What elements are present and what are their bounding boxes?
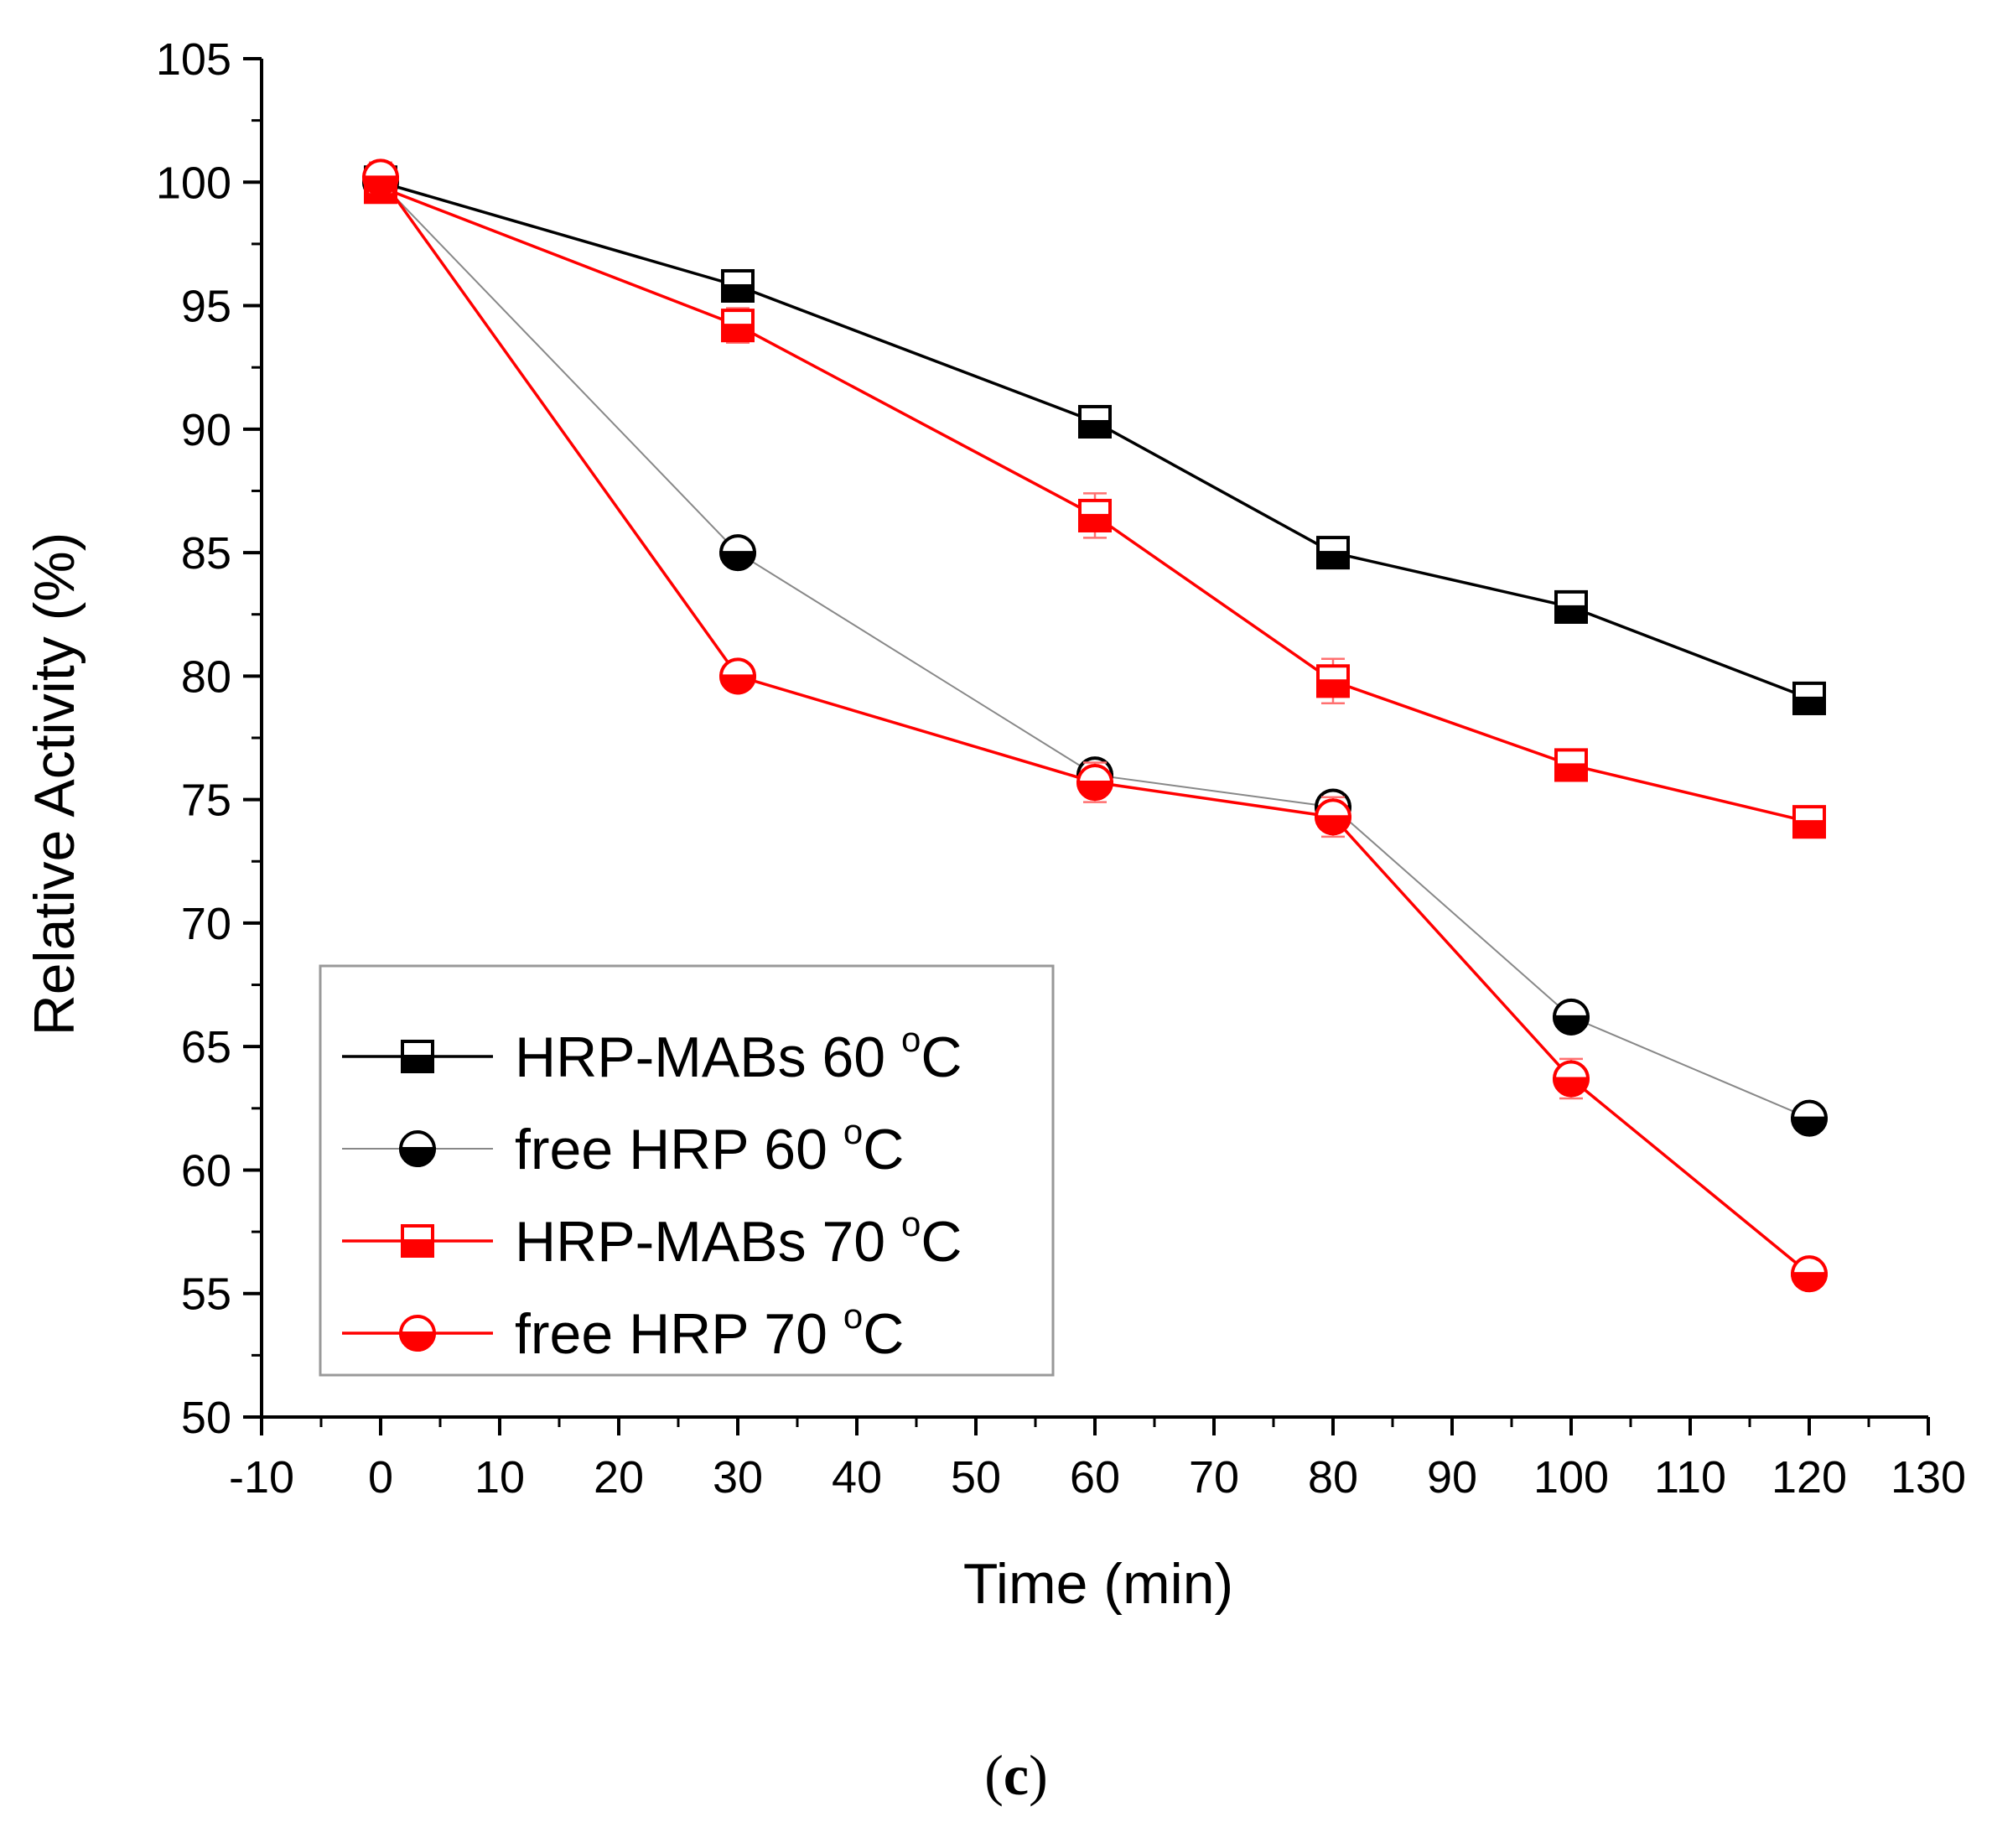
data-point xyxy=(721,268,755,303)
legend-entry: free HRP 70 oC xyxy=(342,1296,904,1366)
data-point xyxy=(721,309,755,343)
y-tick-label: 75 xyxy=(181,776,231,826)
legend-entry: HRP-MABs 60 oC xyxy=(342,1020,962,1089)
legend: HRP-MABs 60 oC free HRP 60 oC HRP-MABs 70 … xyxy=(319,964,1055,1377)
series-2 xyxy=(364,170,1826,839)
x-tick-label: 110 xyxy=(1654,1452,1726,1503)
x-tick-label: -10 xyxy=(229,1452,294,1503)
x-tick-label: 100 xyxy=(1533,1452,1609,1503)
legend-box xyxy=(319,964,1055,1377)
data-point xyxy=(1552,1060,1590,1098)
panel-label: (c) xyxy=(984,1743,1048,1807)
y-tick-label: 80 xyxy=(181,651,231,702)
y-tick-label: 70 xyxy=(181,899,231,949)
data-point xyxy=(1792,805,1826,839)
data-point xyxy=(1554,589,1588,624)
legend-marker xyxy=(401,1040,434,1073)
data-point xyxy=(1316,536,1350,570)
x-tick-label: 50 xyxy=(951,1452,1001,1503)
x-tick-label: 130 xyxy=(1891,1452,1966,1503)
legend-label: free HRP 60 oC xyxy=(515,1112,904,1181)
axes: -10 0 10 20 30 40 50 60 70 80 90 100 110 120 130 50 55 60… xyxy=(156,34,1966,1503)
x-tick-label: 90 xyxy=(1427,1452,1477,1503)
legend-entry: free HRP 60 oC xyxy=(342,1112,904,1181)
legend-marker xyxy=(401,1224,434,1258)
data-point xyxy=(1078,498,1112,532)
y-axis-title: Relative Activity (%) xyxy=(23,532,86,1036)
x-tick-label: 10 xyxy=(475,1452,525,1503)
y-tick-label: 60 xyxy=(181,1145,231,1196)
legend-entry: HRP-MABs 70 oC xyxy=(342,1204,962,1274)
x-tick-label: 80 xyxy=(1308,1452,1358,1503)
data-point xyxy=(1316,664,1350,698)
data-point xyxy=(1554,748,1588,782)
x-tick-label: 40 xyxy=(832,1452,882,1503)
series-3 xyxy=(361,158,1829,1293)
data-point xyxy=(361,158,400,196)
x-axis-title: Time (min) xyxy=(963,1552,1233,1616)
x-tick-label: 60 xyxy=(1070,1452,1120,1503)
series-0 xyxy=(364,165,1826,715)
y-tick-label: 105 xyxy=(156,34,231,85)
x-tick-label: 120 xyxy=(1772,1452,1847,1503)
data-series xyxy=(361,158,1829,1293)
legend-label: HRP-MABs 60 oC xyxy=(515,1020,962,1089)
data-point xyxy=(1078,404,1112,439)
series-line xyxy=(380,180,1810,700)
legend-label: free HRP 70 oC xyxy=(515,1296,904,1366)
y-tick-label: 90 xyxy=(181,405,231,455)
legend-marker xyxy=(398,1130,437,1167)
y-tick-label: 65 xyxy=(181,1022,231,1072)
x-tick-label: 30 xyxy=(713,1452,763,1503)
data-point xyxy=(1790,1255,1829,1293)
data-point xyxy=(1314,798,1352,836)
data-point xyxy=(1790,1099,1829,1137)
legend-label: HRP-MABs 70 oC xyxy=(515,1204,962,1274)
data-point xyxy=(718,534,757,572)
y-tick-label: 85 xyxy=(181,528,231,579)
x-tick-label: 20 xyxy=(594,1452,644,1503)
y-tick-label: 50 xyxy=(181,1393,231,1443)
x-tick-label: 0 xyxy=(368,1452,393,1503)
y-tick-label: 100 xyxy=(156,158,231,208)
data-point xyxy=(1792,681,1826,715)
series-line xyxy=(379,176,1811,1275)
legend-marker xyxy=(398,1315,437,1352)
data-point xyxy=(1076,764,1114,802)
series-line xyxy=(380,181,1810,1119)
series-line xyxy=(380,185,1810,823)
data-point xyxy=(1552,998,1590,1036)
y-tick-label: 95 xyxy=(181,282,231,332)
x-tick-label: 70 xyxy=(1189,1452,1239,1503)
y-tick-label: 55 xyxy=(181,1269,231,1320)
data-point xyxy=(718,657,757,695)
